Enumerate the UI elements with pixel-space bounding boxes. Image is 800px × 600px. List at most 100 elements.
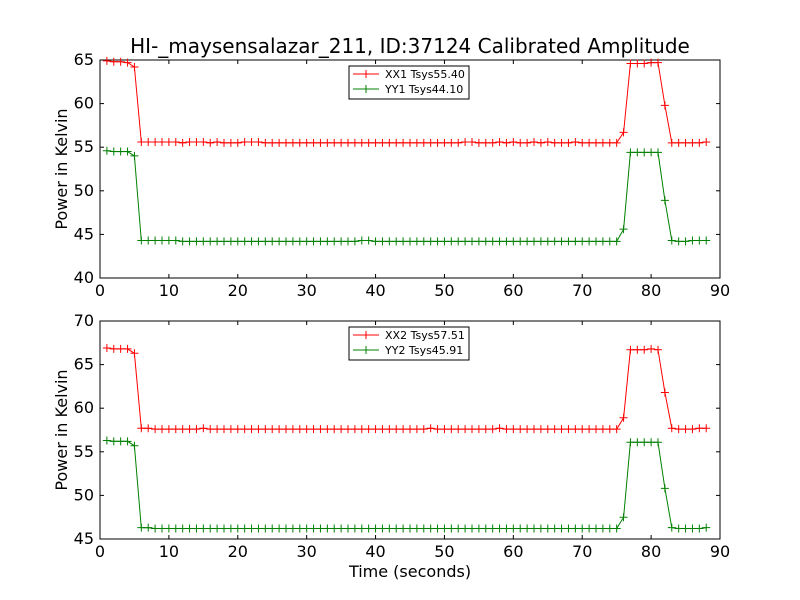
data-point bbox=[543, 237, 552, 246]
data-point bbox=[116, 437, 125, 446]
y-tick-label: 65 bbox=[74, 355, 94, 374]
data-point bbox=[144, 523, 153, 532]
y-tick-label: 60 bbox=[74, 398, 94, 417]
data-point bbox=[282, 524, 290, 533]
data-point bbox=[488, 425, 497, 434]
data-point bbox=[509, 425, 518, 434]
data-point bbox=[440, 138, 449, 147]
data-point bbox=[557, 237, 566, 246]
legend-label: XX2 Tsys57.51 bbox=[385, 329, 465, 342]
data-point bbox=[316, 138, 325, 147]
data-point bbox=[164, 236, 173, 245]
x-tick-label: 0 bbox=[95, 281, 105, 300]
data-point bbox=[550, 425, 559, 434]
data-point bbox=[213, 524, 222, 533]
data-point bbox=[364, 236, 373, 245]
data-point bbox=[440, 237, 449, 246]
data-point bbox=[288, 237, 297, 246]
data-point bbox=[171, 137, 180, 146]
data-point bbox=[199, 137, 208, 146]
data-point bbox=[530, 237, 538, 246]
data-point bbox=[619, 513, 628, 522]
data-point bbox=[192, 137, 201, 146]
data-point bbox=[674, 425, 683, 434]
data-point bbox=[536, 524, 545, 533]
data-point bbox=[288, 138, 297, 147]
data-point bbox=[530, 524, 538, 533]
data-point bbox=[158, 236, 166, 245]
data-point bbox=[226, 425, 235, 434]
data-point bbox=[350, 237, 359, 246]
data-point bbox=[399, 237, 408, 246]
data-point bbox=[185, 237, 194, 246]
data-point bbox=[598, 237, 607, 246]
data-point bbox=[605, 524, 614, 533]
data-point bbox=[488, 237, 497, 246]
series-2 bbox=[102, 146, 711, 246]
data-point bbox=[171, 236, 180, 245]
data-point bbox=[419, 138, 428, 147]
data-point bbox=[240, 425, 249, 434]
data-point bbox=[481, 237, 490, 246]
data-point bbox=[206, 524, 215, 533]
data-point bbox=[516, 138, 525, 147]
data-point bbox=[523, 524, 532, 533]
data-point bbox=[674, 138, 683, 147]
data-point bbox=[474, 425, 483, 434]
data-point bbox=[433, 425, 442, 434]
data-point bbox=[619, 413, 628, 422]
data-point bbox=[137, 236, 146, 245]
data-point bbox=[330, 425, 339, 434]
data-point bbox=[316, 237, 325, 246]
data-point bbox=[660, 101, 669, 110]
data-point bbox=[261, 425, 270, 434]
data-point bbox=[233, 524, 242, 533]
data-point bbox=[268, 524, 277, 533]
data-point bbox=[275, 524, 284, 533]
data-point bbox=[474, 524, 483, 533]
data-point bbox=[130, 151, 139, 160]
x-tick-label: 30 bbox=[296, 542, 316, 561]
data-point bbox=[385, 237, 394, 246]
data-point bbox=[612, 524, 621, 533]
x-axis-label: Time (seconds) bbox=[348, 562, 471, 581]
data-point bbox=[109, 437, 118, 446]
data-point bbox=[640, 345, 649, 354]
data-point bbox=[220, 425, 228, 434]
data-point bbox=[523, 138, 532, 147]
data-point bbox=[192, 524, 201, 533]
y-tick-label: 55 bbox=[74, 137, 94, 156]
data-point bbox=[647, 344, 656, 353]
data-point bbox=[419, 524, 428, 533]
data-point bbox=[206, 237, 215, 246]
data-point bbox=[550, 138, 559, 147]
data-point bbox=[275, 138, 284, 147]
data-point bbox=[681, 425, 690, 434]
data-point bbox=[309, 138, 318, 147]
data-point bbox=[502, 425, 511, 434]
data-point bbox=[640, 438, 649, 447]
data-point bbox=[557, 138, 566, 147]
y-tick-label: 40 bbox=[74, 268, 94, 287]
data-point bbox=[302, 524, 311, 533]
chart-title: HI-_maysensalazar_211, ID:37124 Calibrat… bbox=[130, 34, 690, 58]
data-point bbox=[406, 524, 414, 533]
data-point bbox=[502, 138, 511, 147]
y-axis-label: Power in Kelvin bbox=[52, 108, 71, 229]
data-point bbox=[468, 425, 476, 434]
data-point bbox=[254, 237, 263, 246]
data-point bbox=[571, 425, 580, 434]
data-point bbox=[433, 524, 442, 533]
data-point bbox=[578, 425, 587, 434]
x-tick-label: 50 bbox=[434, 281, 454, 300]
data-point bbox=[495, 424, 504, 433]
data-point bbox=[295, 425, 304, 434]
data-point bbox=[536, 237, 545, 246]
x-tick-label: 90 bbox=[710, 542, 730, 561]
data-point bbox=[702, 523, 711, 532]
x-tick-label: 70 bbox=[572, 281, 592, 300]
data-point bbox=[282, 237, 290, 246]
data-point bbox=[681, 138, 690, 147]
data-point bbox=[392, 237, 401, 246]
data-point bbox=[633, 59, 642, 68]
